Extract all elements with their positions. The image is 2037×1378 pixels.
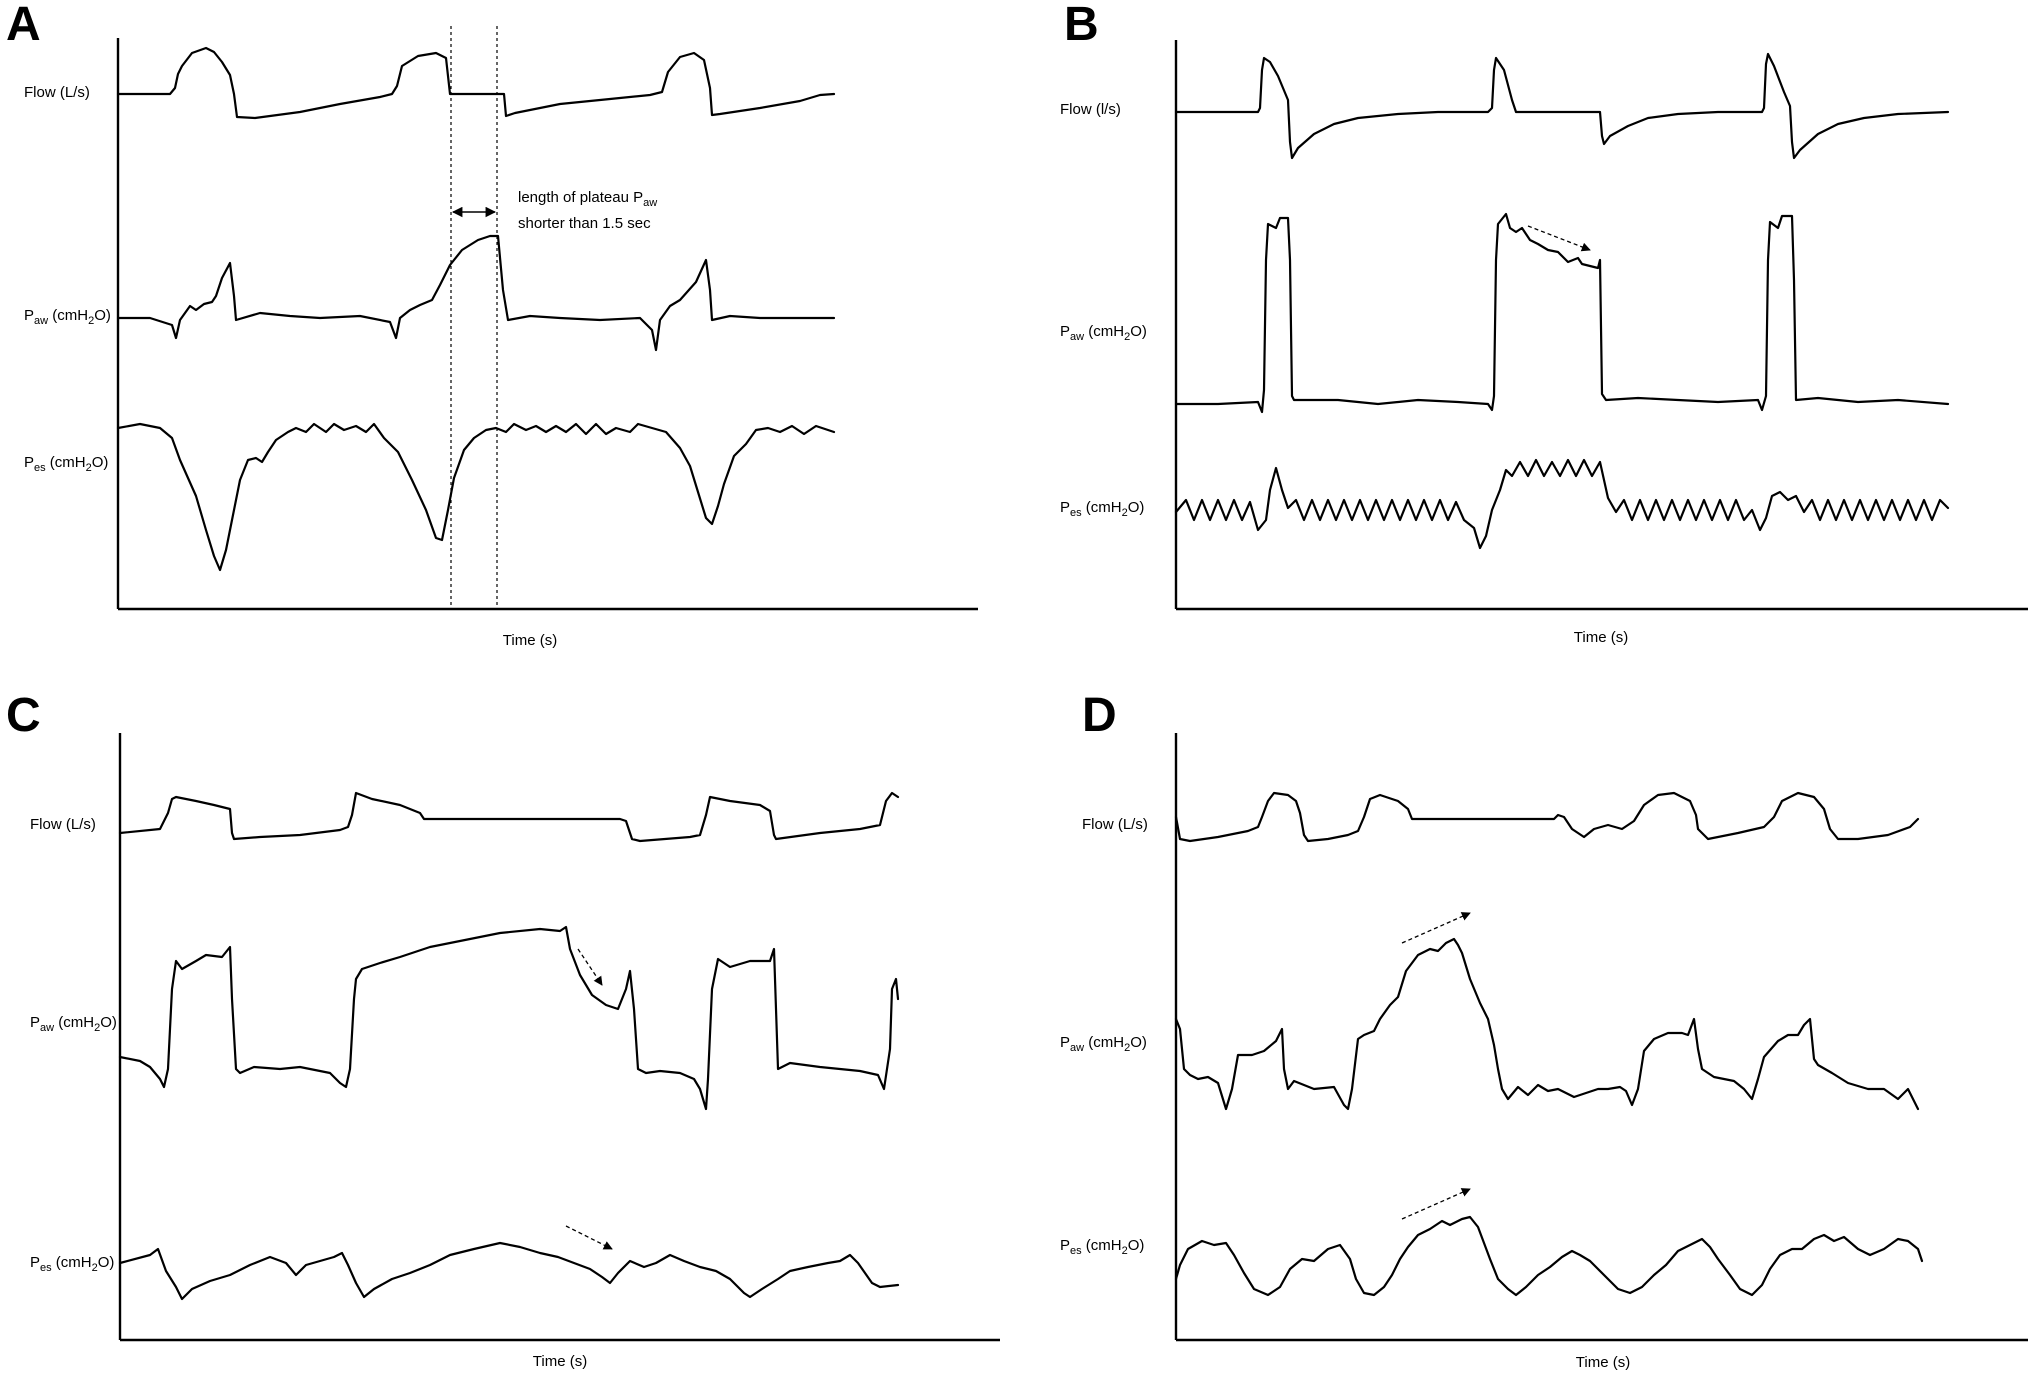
flow-trace: [116, 46, 836, 120]
panel-letter: C: [6, 689, 41, 742]
paw-decline-arrow: [577, 948, 603, 986]
plateau-note-line2: shorter than 1.5 sec: [518, 215, 651, 232]
pes-label: Pes (cmH2O): [1060, 499, 1144, 519]
flow-trace: [1174, 52, 1950, 160]
flow-label: Flow (L/s): [24, 84, 90, 101]
pes-trace: [1174, 458, 1950, 550]
pes-label: Pes (cmH2O): [30, 1254, 114, 1274]
paw-label: Paw (cmH2O): [24, 307, 111, 327]
panel-letter: A: [6, 0, 41, 51]
pes-trace: [118, 1241, 900, 1301]
panel-a-chart: A Flow (L/s) Paw (cmH2O) Pes (cmH2O) len…: [6, 0, 978, 649]
panel-d-chart: D Flow (L/s) Paw (cmH2O) Pes (cmH2O) Tim…: [1060, 689, 2028, 1371]
paw-label: Paw (cmH2O): [1060, 323, 1147, 343]
pes-label: Pes (cmH2O): [24, 454, 108, 474]
panel-letter: B: [1064, 0, 1099, 51]
flow-trace: [1174, 791, 1920, 843]
paw-label: Paw (cmH2O): [1060, 1034, 1147, 1054]
flow-label: Flow (L/s): [30, 816, 96, 833]
pes-trace: [1174, 1215, 1924, 1297]
flow-label: Flow (l/s): [1060, 101, 1121, 118]
x-axis-label: Time (s): [503, 632, 557, 649]
pes-rise-arrow: [1401, 1188, 1471, 1220]
flow-label: Flow (L/s): [1082, 816, 1148, 833]
pes-trace: [116, 422, 836, 572]
panel-d: D Flow (L/s) Paw (cmH2O) Pes (cmH2O) Tim…: [1018, 689, 2037, 1378]
panel-c: C Flow (L/s) Paw (cmH2O) Pes (cmH2O) Tim…: [0, 689, 1000, 1378]
panel-b-chart: B Flow (l/s) Paw (cmH2O) Pes (cmH2O) Tim…: [1060, 0, 2028, 646]
paw-trace: [118, 925, 900, 1111]
flow-trace: [118, 791, 900, 843]
paw-decline-arrow: [1527, 225, 1591, 252]
panel-b: B Flow (l/s) Paw (cmH2O) Pes (cmH2O) Tim…: [1018, 0, 2037, 689]
paw-trace: [1174, 937, 1920, 1111]
x-axis-label: Time (s): [1574, 629, 1628, 646]
panel-c-chart: C Flow (L/s) Paw (cmH2O) Pes (cmH2O) Tim…: [6, 689, 1000, 1370]
x-axis-label: Time (s): [533, 1353, 587, 1370]
pes-label: Pes (cmH2O): [1060, 1237, 1144, 1257]
x-axis-label: Time (s): [1576, 1354, 1630, 1371]
paw-trace: [116, 234, 836, 352]
panel-letter: D: [1082, 689, 1117, 742]
paw-rise-arrow: [1401, 912, 1471, 944]
plateau-note-line1: length of plateau Paw: [518, 189, 657, 209]
panel-a: A Flow (L/s) Paw (cmH2O) Pes (cmH2O) len…: [0, 0, 1000, 689]
pes-decline-arrow: [565, 1225, 613, 1250]
paw-trace: [1174, 212, 1950, 414]
paw-label: Paw (cmH2O): [30, 1014, 117, 1034]
